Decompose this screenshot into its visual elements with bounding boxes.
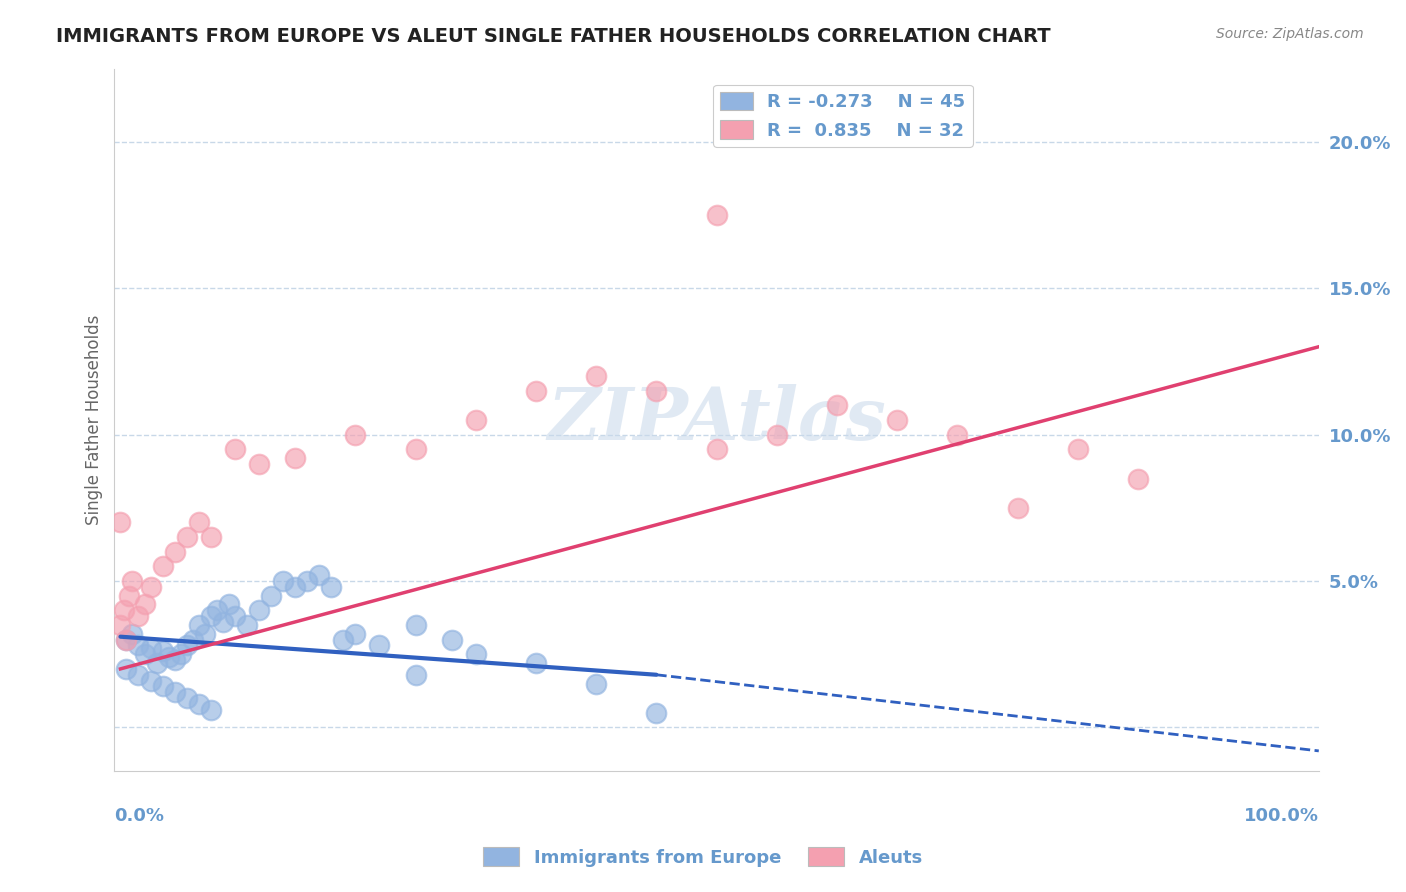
Point	[194, 626, 217, 640]
Point	[405, 667, 427, 681]
Point	[187, 516, 209, 530]
Point	[139, 641, 162, 656]
Point	[112, 603, 135, 617]
Point	[139, 580, 162, 594]
Point	[645, 706, 668, 720]
Point	[128, 639, 150, 653]
Point	[247, 457, 270, 471]
Point	[284, 450, 307, 465]
Point	[157, 650, 180, 665]
Point	[110, 516, 132, 530]
Point	[200, 703, 222, 717]
Point	[163, 653, 186, 667]
Point	[134, 598, 156, 612]
Point	[946, 427, 969, 442]
Point	[169, 647, 191, 661]
Point	[181, 632, 204, 647]
Point	[200, 609, 222, 624]
Y-axis label: Single Father Households: Single Father Households	[86, 315, 103, 525]
Point	[1007, 500, 1029, 515]
Point	[152, 644, 174, 658]
Legend: R = -0.273    N = 45, R =  0.835    N = 32: R = -0.273 N = 45, R = 0.835 N = 32	[713, 85, 973, 147]
Point	[464, 413, 486, 427]
Point	[247, 603, 270, 617]
Point	[115, 662, 138, 676]
Point	[524, 656, 547, 670]
Point	[706, 442, 728, 457]
Point	[134, 647, 156, 661]
Point	[284, 580, 307, 594]
Point	[128, 667, 150, 681]
Point	[218, 598, 240, 612]
Point	[205, 603, 228, 617]
Point	[224, 609, 246, 624]
Point	[260, 589, 283, 603]
Point	[585, 676, 607, 690]
Point	[295, 574, 318, 588]
Text: Source: ZipAtlas.com: Source: ZipAtlas.com	[1216, 27, 1364, 41]
Point	[344, 427, 367, 442]
Point	[211, 615, 233, 629]
Point	[163, 685, 186, 699]
Point	[115, 632, 138, 647]
Text: 0.0%: 0.0%	[114, 806, 165, 824]
Point	[176, 530, 198, 544]
Point	[308, 568, 330, 582]
Text: IMMIGRANTS FROM EUROPE VS ALEUT SINGLE FATHER HOUSEHOLDS CORRELATION CHART: IMMIGRANTS FROM EUROPE VS ALEUT SINGLE F…	[56, 27, 1050, 45]
Point	[176, 639, 198, 653]
Point	[139, 673, 162, 688]
Point	[1126, 471, 1149, 485]
Point	[176, 691, 198, 706]
Point	[825, 398, 848, 412]
Point	[405, 618, 427, 632]
Point	[332, 632, 354, 647]
Point	[1067, 442, 1090, 457]
Point	[236, 618, 259, 632]
Point	[706, 208, 728, 222]
Legend: Immigrants from Europe, Aleuts: Immigrants from Europe, Aleuts	[475, 840, 931, 874]
Point	[321, 580, 343, 594]
Point	[187, 697, 209, 711]
Point	[118, 589, 141, 603]
Text: 100.0%: 100.0%	[1244, 806, 1319, 824]
Point	[152, 559, 174, 574]
Point	[585, 369, 607, 384]
Point	[524, 384, 547, 398]
Point	[110, 618, 132, 632]
Point	[115, 632, 138, 647]
Point	[464, 647, 486, 661]
Point	[440, 632, 463, 647]
Text: ZIPAtlas: ZIPAtlas	[547, 384, 886, 456]
Point	[187, 618, 209, 632]
Point	[152, 680, 174, 694]
Point	[344, 626, 367, 640]
Point	[224, 442, 246, 457]
Point	[765, 427, 787, 442]
Point	[145, 656, 167, 670]
Point	[121, 574, 143, 588]
Point	[886, 413, 908, 427]
Point	[405, 442, 427, 457]
Point	[121, 626, 143, 640]
Point	[163, 545, 186, 559]
Point	[645, 384, 668, 398]
Point	[200, 530, 222, 544]
Point	[368, 639, 391, 653]
Point	[128, 609, 150, 624]
Point	[271, 574, 294, 588]
